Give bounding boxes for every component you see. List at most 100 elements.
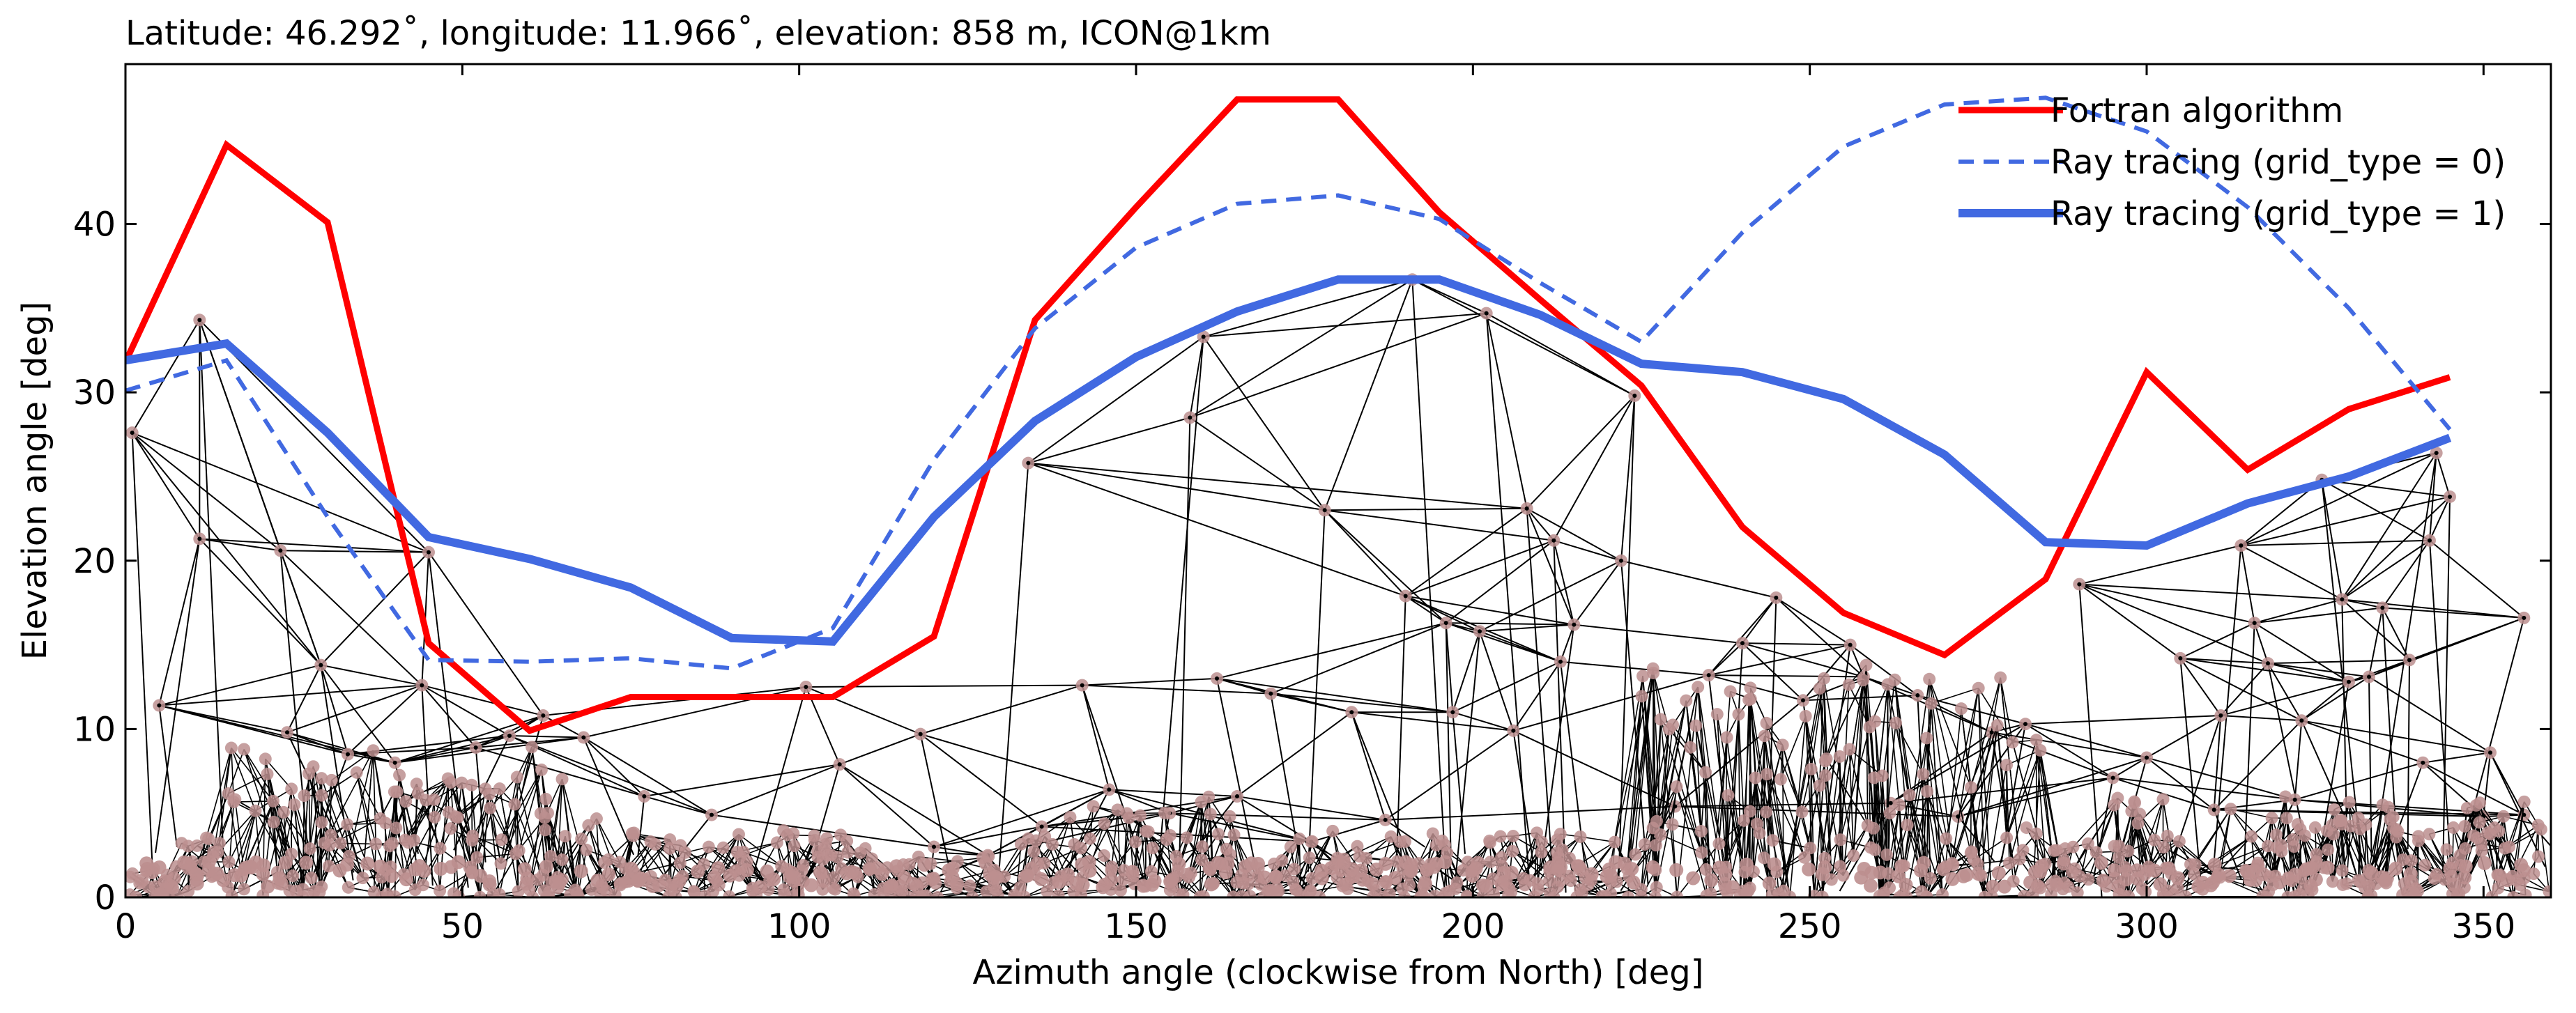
mesh-vertex <box>399 872 414 887</box>
mesh-edge <box>753 686 807 874</box>
mesh-vertex <box>945 861 960 876</box>
mesh-edge <box>1931 703 1943 895</box>
mesh-edge <box>2332 823 2343 882</box>
mesh-edge <box>1810 768 1815 897</box>
mesh-edge <box>320 665 348 755</box>
mesh-vertex <box>1403 879 1416 892</box>
mesh-vertex <box>991 890 1004 897</box>
mesh-vertex <box>1880 848 1894 861</box>
mesh-vertex <box>259 752 272 766</box>
mesh-edge <box>199 538 322 666</box>
mesh-edge <box>1783 688 1820 891</box>
mesh-vertex <box>493 888 506 897</box>
mesh-edge <box>1705 772 1727 867</box>
mesh-vertex <box>917 858 932 872</box>
mesh-edge <box>308 773 311 849</box>
mesh-vertex <box>2474 796 2487 810</box>
mesh-edge <box>1526 508 1555 892</box>
mesh-vertex <box>1758 729 1771 743</box>
mesh-vertex <box>1720 731 1733 744</box>
mesh-vertex <box>1164 873 1179 888</box>
mesh-vertex <box>2443 861 2458 876</box>
mesh-vertex <box>2188 867 2201 881</box>
mesh-vertex <box>679 846 692 859</box>
mesh-vertex <box>1666 718 1680 732</box>
mesh-edge <box>596 818 621 863</box>
legend-label-1: Fortran algorithm <box>2050 91 2343 130</box>
mesh-vertex <box>1893 798 1906 812</box>
mesh-edge <box>1351 711 1386 821</box>
mesh-edge <box>1977 725 1998 864</box>
mesh-edge <box>2321 479 2343 600</box>
mesh-edge <box>2035 740 2046 865</box>
mesh-edge <box>2079 545 2241 585</box>
mesh-vertex <box>1147 874 1162 888</box>
mesh-edge <box>421 684 477 748</box>
y-tick-label: 30 <box>73 373 116 412</box>
mesh-vertex <box>2517 863 2531 878</box>
chart-title: Latitude: 46.292˚, longitude: 11.966˚, e… <box>125 14 1271 53</box>
mesh-vertex <box>1894 859 1909 874</box>
mesh-vertex <box>1018 890 1031 897</box>
mesh-edge <box>1718 737 1728 844</box>
mesh-edge <box>2146 757 2295 801</box>
mesh-vertex <box>590 873 605 888</box>
mesh-edge <box>1708 644 1850 676</box>
mesh-edge <box>1802 644 1851 701</box>
mesh-vertex <box>2071 886 2084 897</box>
mesh-edge <box>1236 711 1352 797</box>
mesh-edge <box>286 732 395 764</box>
mesh-vertex-center <box>157 703 162 708</box>
mesh-edge <box>309 766 314 849</box>
mesh-edge <box>1931 687 1979 704</box>
mesh-vertex <box>535 763 548 776</box>
mesh-vertex <box>1163 829 1176 842</box>
mesh-edge <box>1452 631 1480 897</box>
mesh-vertex <box>897 870 912 885</box>
mesh-vertex <box>1134 809 1147 822</box>
mesh-edge <box>2301 681 2349 722</box>
mesh-edge <box>693 847 724 893</box>
mesh-vertex <box>627 826 641 840</box>
mesh-edge <box>637 796 645 857</box>
mesh-edge <box>2294 761 2423 801</box>
mesh-edge <box>1725 820 1745 867</box>
mesh-edge <box>2006 739 2037 838</box>
mesh-edge <box>1082 684 1271 695</box>
mesh-vertex <box>1450 876 1464 889</box>
mesh-edge <box>1887 813 1891 874</box>
mesh-vertex-center <box>1801 698 1805 703</box>
mesh-edge <box>500 777 518 864</box>
mesh-vertex <box>1795 805 1809 819</box>
mesh-vertex <box>1117 873 1130 886</box>
mesh-edge <box>2078 583 2269 665</box>
mesh-vertex <box>1636 670 1650 683</box>
mesh-vertex <box>1924 872 1937 885</box>
mesh-vertex-center <box>346 752 350 757</box>
mesh-vertex <box>2020 821 2033 834</box>
mesh-vertex-center <box>197 536 202 541</box>
mesh-edge <box>1763 736 1765 858</box>
mesh-vertex <box>1305 872 1319 885</box>
mesh-vertex <box>1744 693 1757 706</box>
series-layer <box>125 95 2452 734</box>
mesh-edge <box>499 788 519 892</box>
mesh-edge <box>2078 583 2181 659</box>
mesh-vertex <box>1494 877 1509 892</box>
mesh-vertex <box>1869 715 1882 728</box>
mesh-edge <box>1626 676 1643 869</box>
mesh-vertex <box>1462 890 1475 897</box>
mesh-edge <box>919 734 953 879</box>
y-tick-label: 40 <box>73 206 116 245</box>
mesh-vertex-center <box>1080 683 1084 688</box>
mesh-edge <box>1738 714 1745 821</box>
mesh-vertex <box>1704 873 1719 888</box>
mesh-vertex <box>848 889 861 897</box>
mesh-edge <box>475 747 486 863</box>
mesh-vertex <box>2473 816 2486 829</box>
mesh-vertex <box>1360 852 1373 865</box>
mesh-edge <box>920 733 1043 828</box>
mesh-vertex <box>2111 879 2126 894</box>
mesh-vertex <box>1864 865 1879 880</box>
mesh-vertex <box>1158 806 1172 819</box>
